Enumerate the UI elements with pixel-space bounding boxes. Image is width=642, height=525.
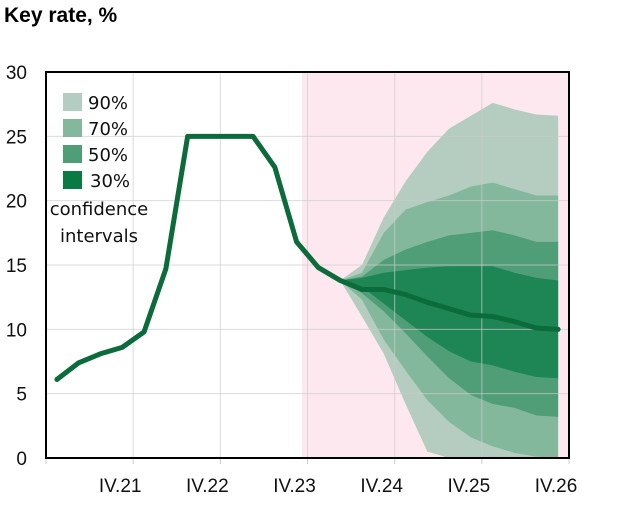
x-tick-label: IV.23 [273, 476, 316, 497]
chart-title: Key rate, % [4, 4, 118, 27]
key-rate-point [121, 346, 123, 348]
y-tick-label: 30 [6, 63, 27, 84]
key-rate-point [405, 294, 407, 296]
legend-label: 50% [88, 145, 128, 166]
key-rate-point [252, 135, 254, 137]
y-tick-label: 5 [16, 385, 27, 406]
legend-swatch-30 [63, 171, 82, 189]
x-tick-label: IV.22 [186, 476, 229, 497]
key-rate-point [230, 135, 232, 137]
y-tick-label: 10 [6, 320, 27, 341]
key-rate-point [470, 314, 472, 316]
key-rate-point [317, 267, 319, 269]
key-rate-point [426, 301, 428, 303]
legend-swatch-90 [63, 93, 82, 111]
legend-label: 70% [88, 119, 128, 140]
y-tick-label: 15 [6, 256, 27, 277]
x-tick-label: IV.24 [360, 476, 403, 497]
key-rate-point [296, 241, 298, 243]
x-tick-label: IV.21 [99, 476, 142, 497]
key-rate-point [99, 353, 101, 355]
y-tick-label: 20 [6, 192, 27, 213]
key-rate-point [339, 279, 341, 281]
key-rate-point [557, 328, 559, 330]
key-rate-point [514, 321, 516, 323]
legend-label: 30% [90, 171, 130, 192]
y-tick-label: 0 [16, 449, 27, 470]
key-rate-point [492, 315, 494, 317]
legend-caption: confidence [50, 199, 149, 220]
key-rate-point [208, 135, 210, 137]
legend-caption: intervals [60, 226, 138, 247]
x-tick-label: IV.26 [535, 476, 578, 497]
key-rate-point [383, 288, 385, 290]
key-rate-line [54, 133, 561, 383]
legend-label: 90% [88, 93, 128, 114]
key-rate-point [56, 379, 58, 381]
key-rate-point [143, 331, 145, 333]
key-rate-point [165, 268, 167, 270]
key-rate-point [448, 308, 450, 310]
key-rate-point [535, 327, 537, 329]
key-rate-point [187, 135, 189, 137]
key-rate-point [274, 166, 276, 168]
legend-swatch-50 [63, 145, 82, 163]
y-tick-label: 25 [6, 127, 27, 148]
plot-frame [45, 71, 570, 459]
key-rate-point [361, 288, 363, 290]
legend-swatch-70 [63, 119, 82, 137]
key-rate-point [78, 362, 80, 364]
x-tick-label: IV.25 [448, 476, 491, 497]
